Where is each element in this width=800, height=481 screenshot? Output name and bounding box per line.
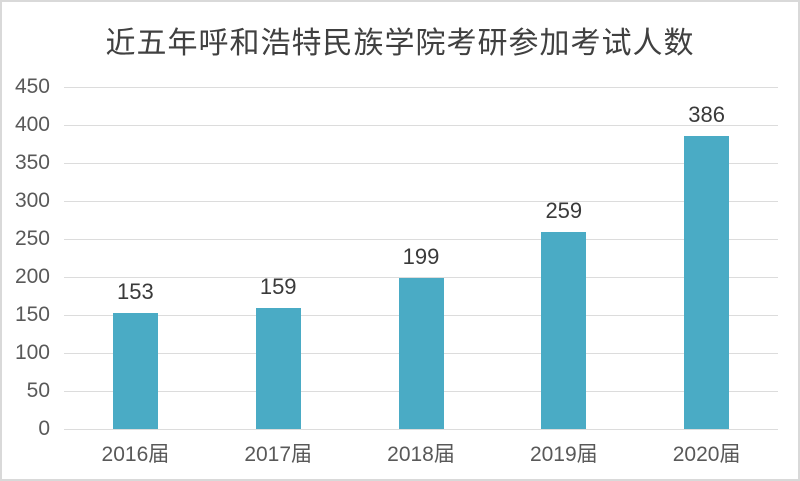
y-tick-label: 150 xyxy=(14,303,50,326)
y-tick-label: 200 xyxy=(14,265,50,288)
data-label-2016届: 153 xyxy=(117,278,154,304)
gridline-y-0 xyxy=(64,429,778,430)
gridline-y-350 xyxy=(64,163,778,164)
bar-2019届 xyxy=(541,232,587,429)
gridline-y-400 xyxy=(64,125,778,126)
y-tick-label: 450 xyxy=(14,75,50,98)
x-tick-label-2017届: 2017届 xyxy=(244,443,313,466)
y-tick-label: 300 xyxy=(14,189,50,212)
data-label-2018届: 199 xyxy=(402,243,440,269)
bar-2020届 xyxy=(684,135,730,429)
plot-area: 153 159 199 259 386 xyxy=(64,87,778,430)
x-tick-label-2019届: 2019届 xyxy=(529,443,598,466)
bar-2016届 xyxy=(112,312,158,429)
y-tick-label: 50 xyxy=(26,379,50,402)
gridline-y-450 xyxy=(64,87,778,88)
gridline-y-200 xyxy=(64,277,778,278)
y-tick-label: 100 xyxy=(14,341,50,364)
data-label-2019届: 259 xyxy=(545,198,583,224)
gridline-y-250 xyxy=(64,239,778,240)
gridline-y-300 xyxy=(64,201,778,202)
y-tick-label: 350 xyxy=(14,151,50,174)
y-tick-label: 250 xyxy=(14,227,50,250)
x-tick-label-2020届: 2020届 xyxy=(672,443,741,466)
chart-title: 近五年呼和浩特民族学院考研参加考试人数 xyxy=(105,27,695,60)
y-tick-label: 400 xyxy=(14,113,50,136)
data-label-2020届: 386 xyxy=(688,101,725,127)
bar-2017届 xyxy=(255,308,301,429)
x-tick-label-2016届: 2016届 xyxy=(101,443,170,466)
x-tick-label-2018届: 2018届 xyxy=(387,443,455,466)
data-label-2017届: 159 xyxy=(259,274,297,300)
bar-2018届 xyxy=(398,277,444,429)
y-tick-label: 0 xyxy=(38,417,50,440)
